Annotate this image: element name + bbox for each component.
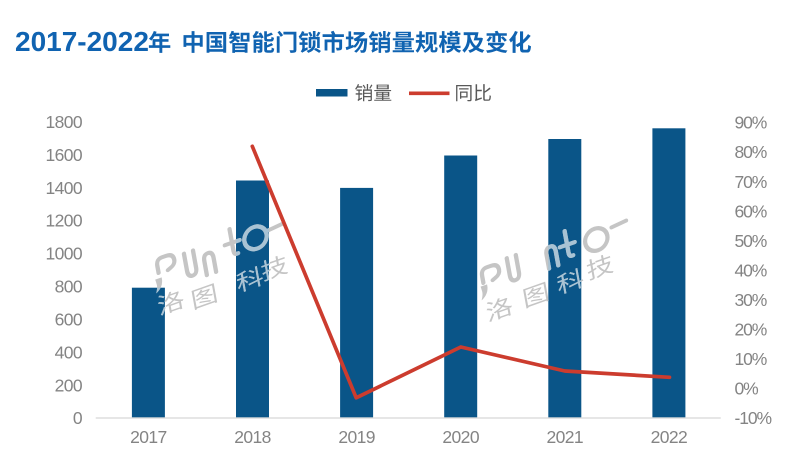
svg-text:80%: 80% (735, 142, 767, 162)
svg-text:0: 0 (73, 408, 83, 428)
svg-text:20%: 20% (735, 320, 767, 340)
svg-text:2022: 2022 (651, 427, 688, 447)
svg-text:1600: 1600 (45, 145, 82, 165)
svg-text:90%: 90% (735, 113, 767, 133)
svg-text:1000: 1000 (45, 244, 82, 264)
svg-text:400: 400 (55, 342, 83, 362)
svg-text:2021: 2021 (547, 427, 584, 447)
svg-text:2017: 2017 (130, 427, 167, 447)
svg-text:60%: 60% (735, 201, 767, 221)
svg-text:0%: 0% (735, 379, 759, 399)
svg-text:40%: 40% (735, 260, 767, 280)
svg-text:200: 200 (55, 375, 83, 395)
svg-text:10%: 10% (735, 349, 767, 369)
svg-text:800: 800 (55, 277, 83, 297)
svg-text:2019: 2019 (338, 427, 375, 447)
svg-text:1800: 1800 (45, 112, 82, 132)
svg-text:2017-2022: 2017-2022 (15, 26, 149, 57)
svg-text:2020: 2020 (442, 427, 479, 447)
svg-text:1400: 1400 (45, 178, 82, 198)
svg-text:1200: 1200 (45, 211, 82, 231)
svg-text:2018: 2018 (234, 427, 271, 447)
svg-text:50%: 50% (735, 231, 767, 251)
svg-text:-10%: -10% (735, 408, 772, 428)
svg-text:30%: 30% (735, 290, 767, 310)
svg-text:600: 600 (55, 309, 83, 329)
svg-text:70%: 70% (735, 172, 767, 192)
